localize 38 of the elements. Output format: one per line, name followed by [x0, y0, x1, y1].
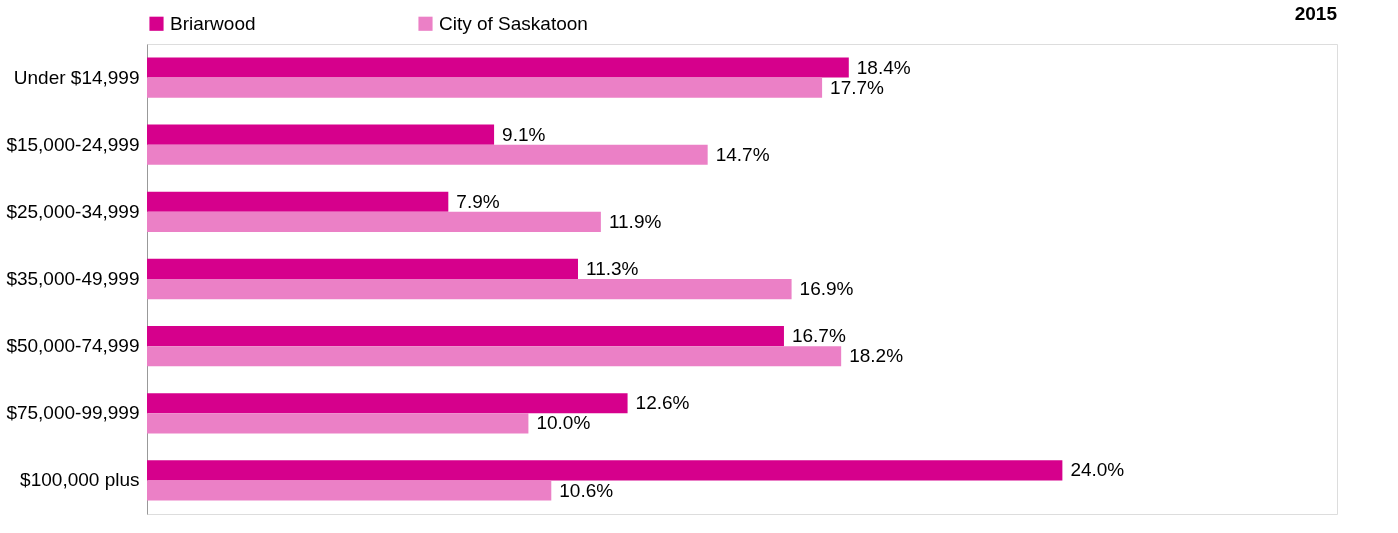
bar	[147, 346, 842, 367]
text: 2015	[1294, 3, 1338, 24]
bar	[147, 144, 708, 165]
bar	[147, 279, 792, 300]
y-tick-label: $100,000 plus	[20, 469, 140, 491]
y-tick-label: $15,000-24,999	[6, 133, 140, 155]
bar	[147, 57, 849, 78]
bar	[147, 480, 552, 501]
data-label: 7.9%	[456, 190, 500, 212]
bar	[147, 258, 578, 279]
data-label: 24.0%	[1070, 459, 1125, 481]
data-label: 10.0%	[536, 412, 591, 434]
data-label: 18.2%	[849, 345, 904, 367]
data-label: 16.7%	[791, 325, 846, 347]
bar	[147, 211, 601, 232]
bar	[147, 413, 529, 434]
data-label: 17.7%	[830, 76, 885, 98]
y-tick-label: Under $14,999	[13, 66, 140, 88]
bar	[147, 393, 628, 414]
y-tick-label: $75,000-99,999	[6, 402, 140, 424]
bar	[147, 326, 784, 347]
data-label: 16.9%	[799, 278, 854, 300]
legend-label: City of Saskatoon	[439, 12, 588, 34]
y-tick-label: $50,000-74,999	[6, 335, 140, 357]
data-label: 11.9%	[608, 210, 662, 232]
y-tick-label: $25,000-34,999	[6, 200, 140, 222]
data-label: 11.3%	[585, 257, 639, 279]
data-label: 12.6%	[635, 392, 690, 414]
data-label: 9.1%	[502, 123, 546, 145]
y-tick-label: $35,000-49,999	[6, 268, 140, 289]
bar	[147, 77, 823, 98]
bar	[147, 191, 449, 212]
bar	[147, 460, 1063, 481]
data-label: 14.7%	[715, 143, 770, 165]
bar	[147, 124, 495, 145]
data-label: 10.6%	[559, 479, 614, 501]
data-label: 18.4%	[856, 56, 911, 78]
legend-label: Briarwood	[170, 12, 256, 34]
